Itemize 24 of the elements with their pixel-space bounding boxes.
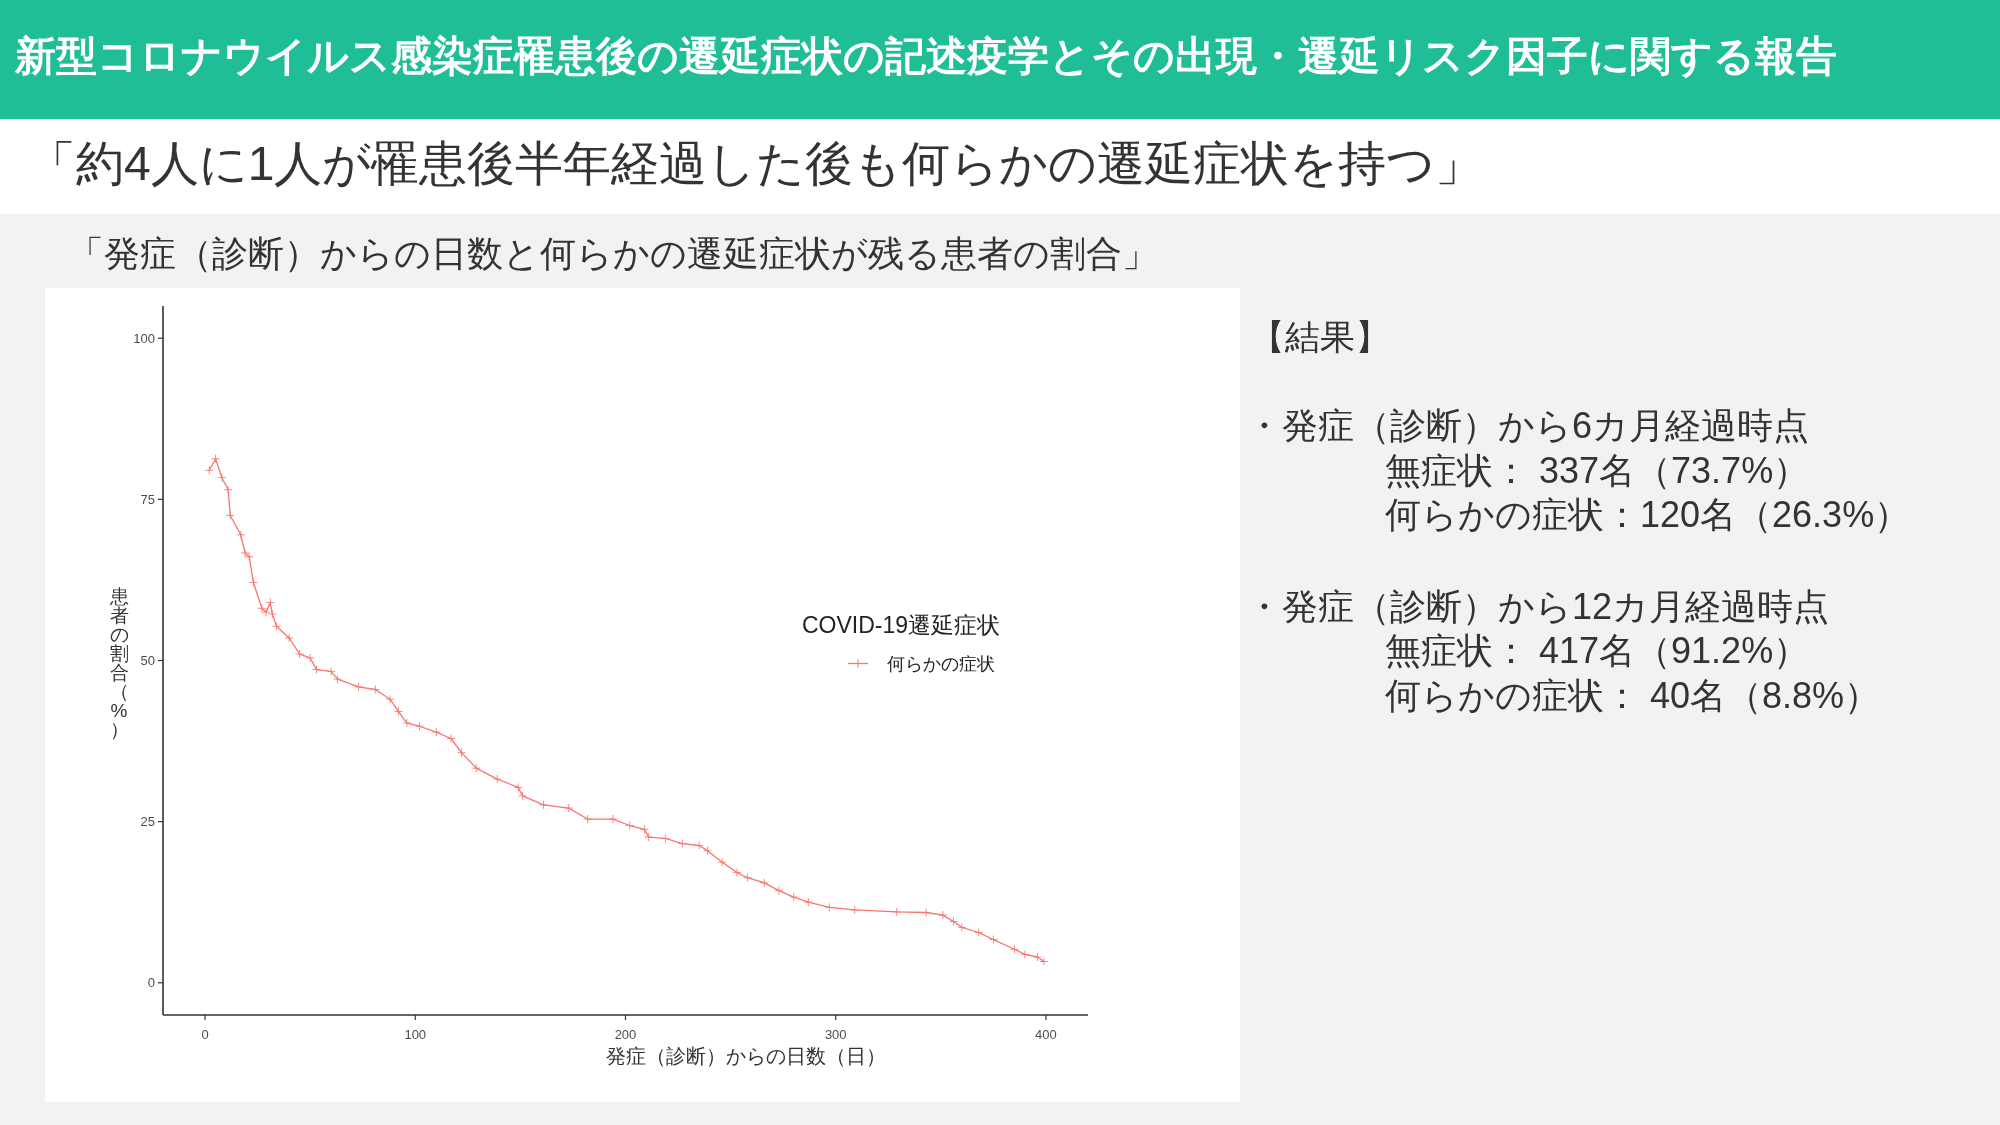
legend-title: COVID-19遷延症状 [802,611,1001,638]
y-tick-label: 100 [133,330,155,346]
text: 何らかの症状： 40名（8.8%） [1385,674,1881,716]
y-tick-label: 50 [140,653,155,668]
x-tick-label: 300 [824,1026,847,1042]
x-tick-label: 0 [201,1026,209,1042]
text: 無症状： 337名（73.7%） [1385,449,1810,491]
text: ・発症（診断）から6カ月経過時点 [1246,404,1810,446]
text: 「発症（診断）からの日数と何らかの遷延症状が残る患者の割合」 [68,232,1158,274]
y-tick-label: 25 [140,814,155,830]
chart-title: 新型コロナウイルス感染症罹患後の遷延症状の記述疫学とその出現・遷延リスク因子に関する報告 [14,33,1837,79]
x-tick-label: 400 [1035,1026,1057,1042]
y-axis-title: 患者の割合（%） [108,585,129,739]
y-tick-label: 75 [140,491,155,507]
legend-label: 何らかの症状 [887,653,995,674]
text: 【結果】 [1250,316,1390,356]
x-axis-title: 発症（診断）からの日数（日） [605,1045,886,1067]
x-tick-label: 200 [614,1026,637,1042]
text: 何らかの症状：120名（26.3%） [1385,493,1911,535]
x-tick-label: 100 [404,1026,427,1042]
y-tick-label: 0 [147,975,155,991]
text: ・発症（診断）から12カ月経過時点 [1246,585,1830,627]
chart-subtitle: 「約4人に1人が罹患後半年経過した後も何らかの遷延症状を持つ」 [28,136,1484,190]
text: 無症状： 417名（91.2%） [1385,629,1810,671]
